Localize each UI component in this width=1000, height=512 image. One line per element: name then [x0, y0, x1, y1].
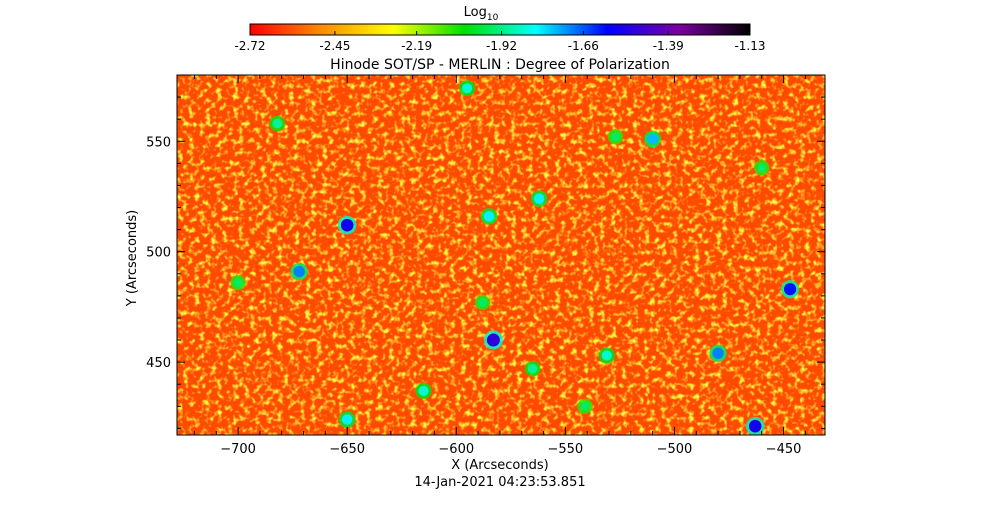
- colorbar-label: Log10: [464, 5, 499, 23]
- feature-core: [748, 419, 762, 433]
- feature-core: [293, 265, 305, 278]
- colorbar-tick-label: -1.13: [734, 39, 765, 53]
- x-tick-label: −500: [657, 442, 693, 457]
- feature-core: [418, 385, 429, 396]
- feature-core: [712, 347, 724, 359]
- x-axis-label: X (Arcseconds): [451, 458, 548, 473]
- colorbar: [249, 23, 751, 36]
- feature-core: [601, 350, 612, 361]
- colorbar-tick-label: -2.19: [401, 39, 432, 53]
- y-axis-label: Y (Arcseconds): [125, 210, 140, 307]
- feature-core: [784, 283, 797, 296]
- y-tick-label: 450: [146, 356, 171, 371]
- heatmap-features: [230, 80, 800, 435]
- feature-core: [580, 401, 590, 411]
- x-tick-label: −450: [766, 442, 802, 457]
- colorbar-ticks: -2.72 -2.45 -2.19 -1.92 -1.66 -1.39 -1.13: [234, 31, 766, 53]
- feature-core: [272, 118, 283, 129]
- x-tick-label: −600: [438, 442, 474, 457]
- y-tick-label: 550: [146, 135, 171, 150]
- colorbar-tick-label: -1.39: [653, 39, 684, 53]
- feature-core: [340, 218, 354, 232]
- colorbar-tick-label: -1.92: [486, 39, 517, 53]
- heatmap-image: [177, 75, 825, 435]
- feature-core: [341, 414, 353, 425]
- colorbar-label-text: Log: [464, 5, 487, 20]
- x-tick-label: −650: [329, 442, 365, 457]
- colorbar-tick-label: -1.66: [568, 39, 599, 53]
- feature-core: [477, 297, 488, 308]
- x-tick-label: −700: [220, 442, 256, 457]
- plot-frame: [176, 74, 826, 436]
- feature-core: [647, 133, 659, 145]
- heatmap-grain: [177, 75, 825, 435]
- chart-title: Hinode SOT/SP - MERLIN : Degree of Polar…: [330, 57, 670, 73]
- feature-core: [527, 363, 538, 374]
- x-tick-label: −550: [548, 442, 584, 457]
- feature-core: [483, 211, 495, 222]
- feature-core: [533, 193, 545, 204]
- y-tick-label: 500: [146, 246, 171, 261]
- feature-core: [462, 83, 473, 94]
- feature-core: [757, 163, 767, 173]
- timestamp: 14-Jan-2021 04:23:53.851: [414, 475, 585, 490]
- feature-core: [610, 132, 621, 142]
- colorbar-label-subscript: 10: [487, 13, 499, 23]
- colorbar-tick-label: -2.45: [319, 39, 350, 53]
- colorbar-tick-label: -2.72: [234, 39, 265, 53]
- feature-core: [233, 277, 243, 288]
- axis-ticks: −700 −650 −600 −550 −500 −450 450 500 550: [146, 74, 825, 457]
- feature-core: [486, 333, 500, 347]
